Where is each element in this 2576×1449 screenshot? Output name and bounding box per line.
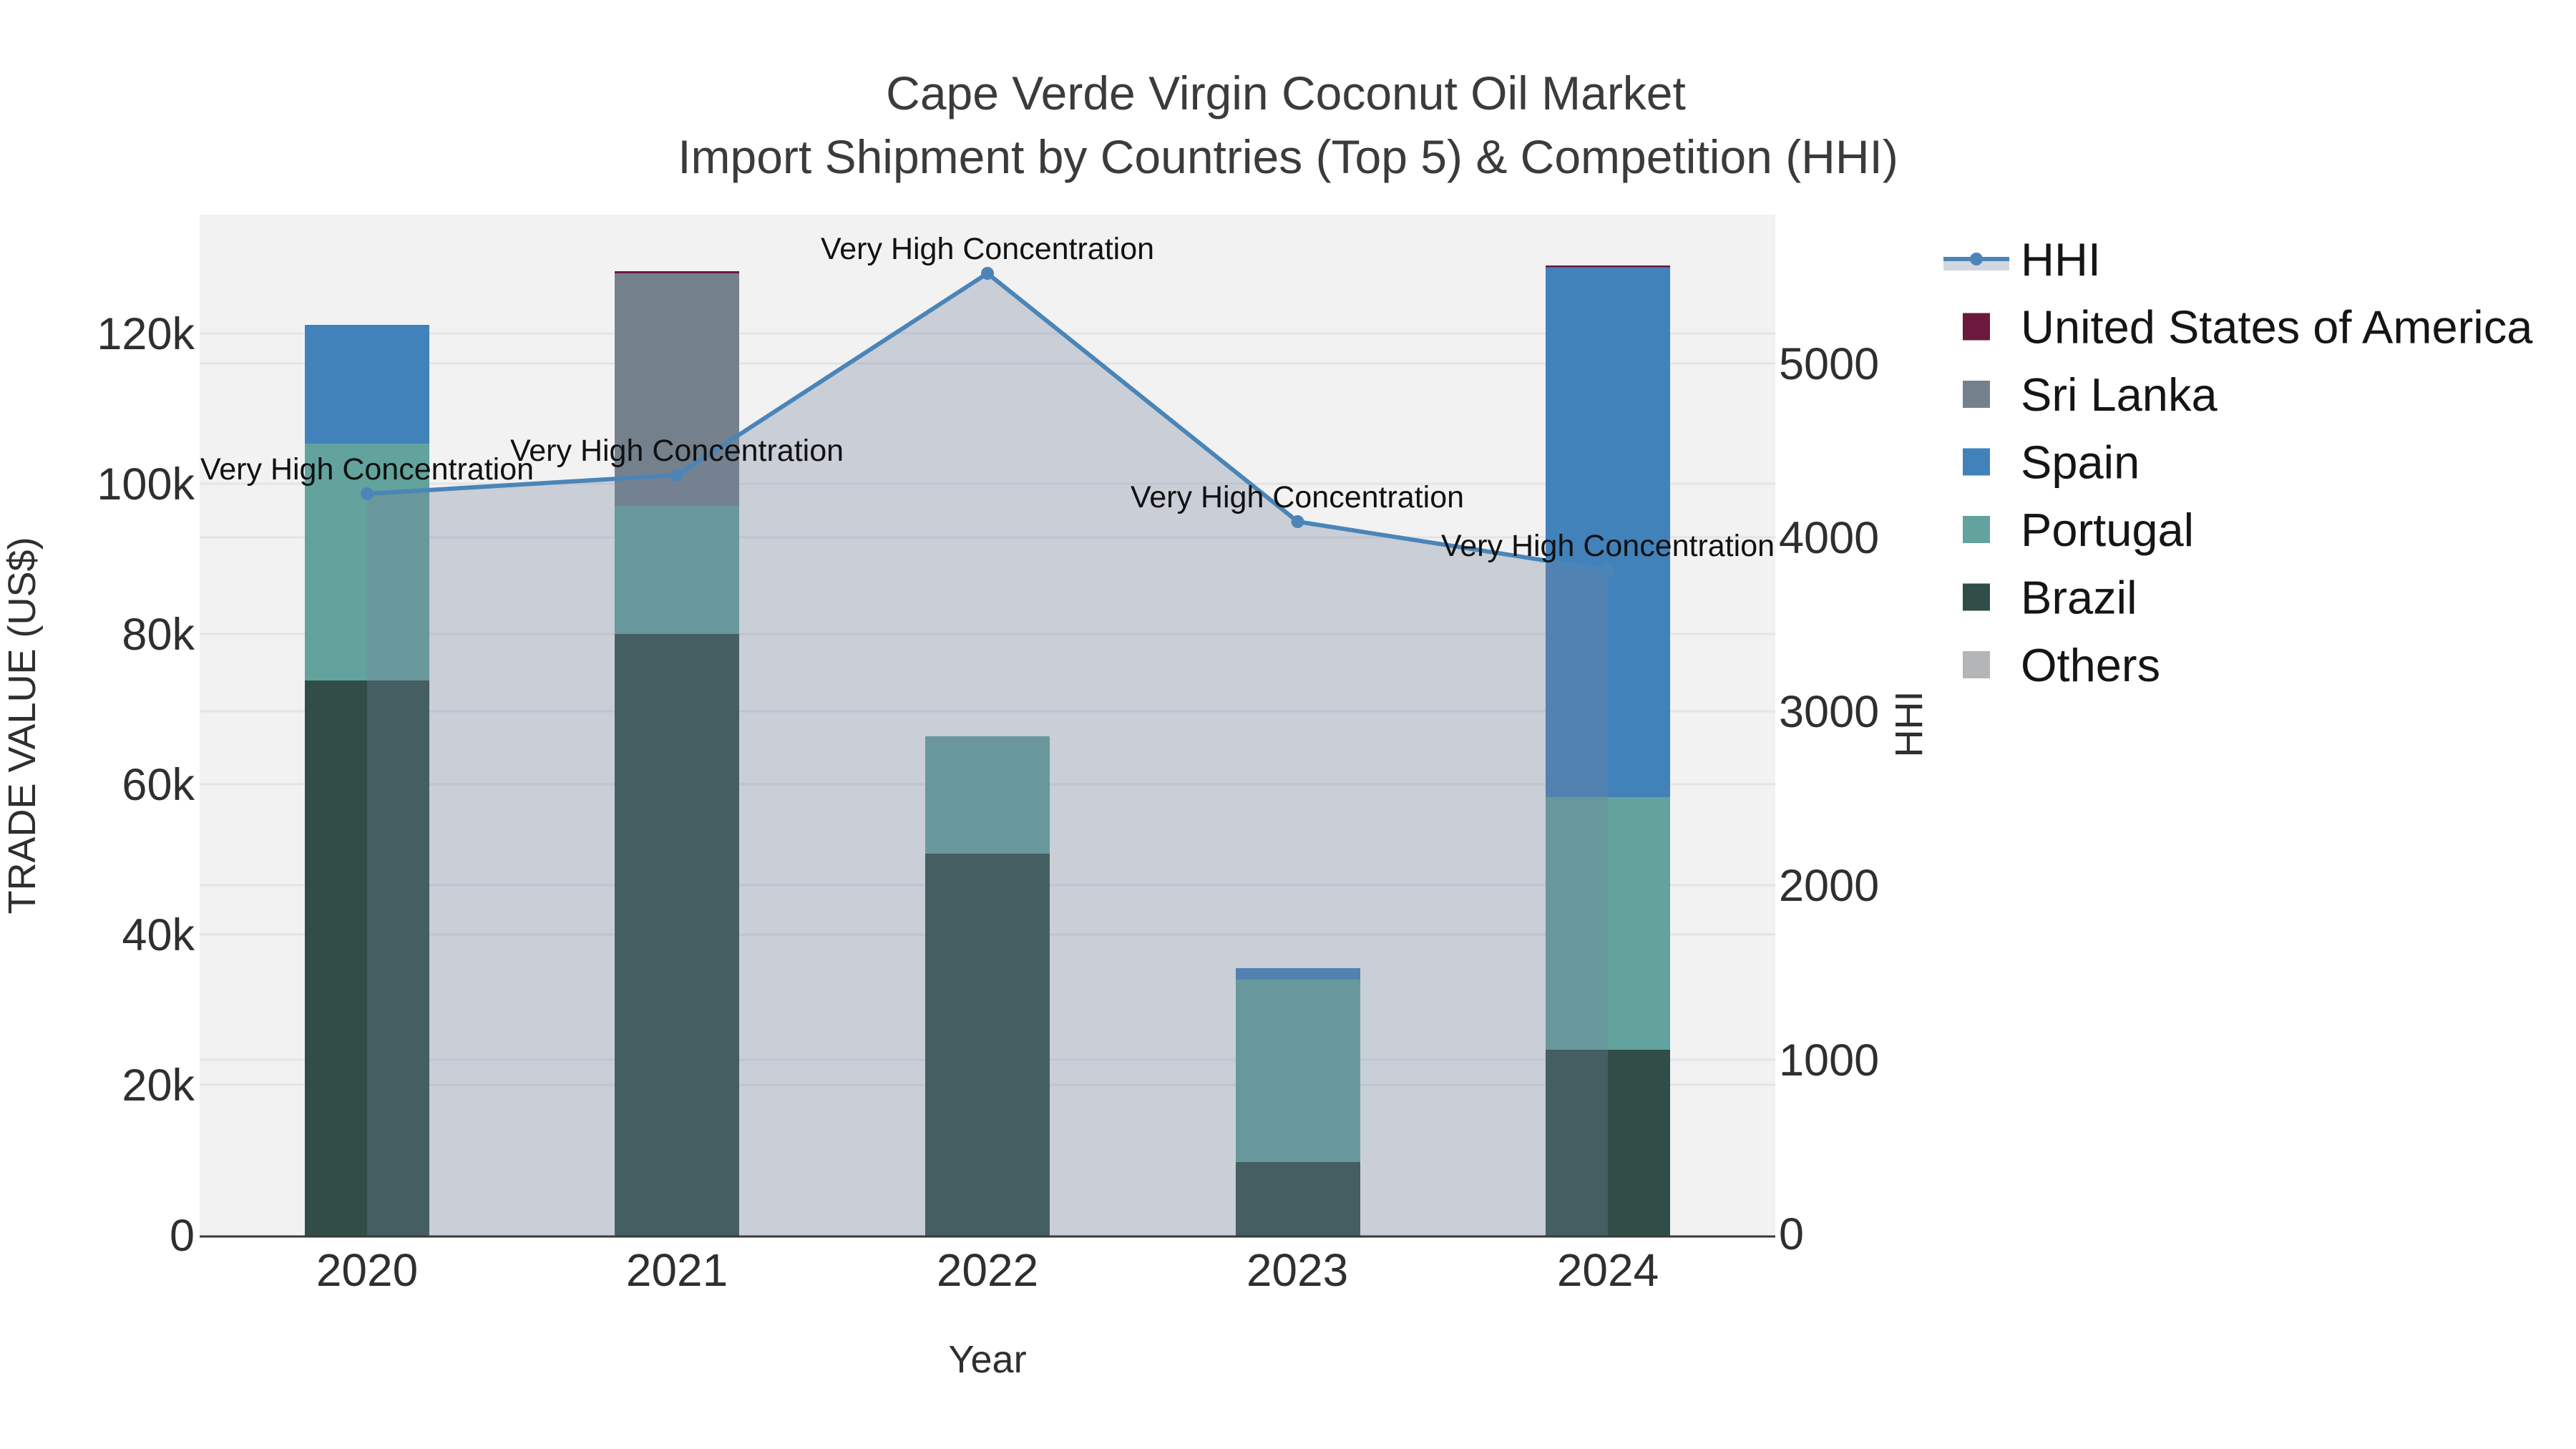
svg-text:2022: 2022 — [937, 1244, 1038, 1296]
svg-text:2000: 2000 — [1779, 861, 1879, 911]
svg-text:2021: 2021 — [626, 1244, 728, 1296]
svg-text:HHI: HHI — [2021, 233, 2101, 286]
svg-text:United States of America: United States of America — [2021, 301, 2533, 353]
svg-text:40k: 40k — [122, 910, 195, 960]
svg-text:2020: 2020 — [316, 1244, 418, 1296]
svg-text:60k: 60k — [122, 760, 195, 810]
svg-text:Very High Concentration: Very High Concentration — [200, 452, 534, 487]
svg-text:Very High Concentration: Very High Concentration — [1441, 529, 1775, 563]
svg-text:Cape Verde Virgin Coconut Oil: Cape Verde Virgin Coconut Oil Market — [886, 67, 1686, 119]
svg-text:Sri Lanka: Sri Lanka — [2021, 369, 2218, 421]
svg-text:1000: 1000 — [1779, 1035, 1879, 1085]
svg-text:80k: 80k — [122, 610, 195, 660]
svg-text:100k: 100k — [97, 459, 195, 509]
svg-text:2024: 2024 — [1557, 1244, 1659, 1296]
svg-text:Portugal: Portugal — [2021, 504, 2194, 556]
svg-text:3000: 3000 — [1779, 687, 1879, 737]
svg-text:5000: 5000 — [1779, 339, 1879, 389]
svg-text:Brazil: Brazil — [2021, 572, 2137, 624]
svg-text:0: 0 — [1779, 1209, 1804, 1259]
svg-text:2023: 2023 — [1246, 1244, 1348, 1296]
svg-text:Import Shipment by Countries (: Import Shipment by Countries (Top 5) & C… — [678, 130, 1898, 183]
svg-text:TRADE VALUE (US$): TRADE VALUE (US$) — [1, 537, 44, 914]
svg-text:Very High Concentration: Very High Concentration — [510, 434, 844, 468]
svg-text:Very High Concentration: Very High Concentration — [1131, 480, 1464, 514]
svg-text:HHI: HHI — [1888, 691, 1931, 758]
svg-text:120k: 120k — [97, 309, 195, 359]
svg-text:Others: Others — [2021, 639, 2160, 691]
svg-text:0: 0 — [170, 1211, 195, 1261]
svg-text:20k: 20k — [122, 1060, 195, 1111]
svg-text:Very High Concentration: Very High Concentration — [821, 232, 1154, 266]
svg-text:Spain: Spain — [2021, 436, 2140, 489]
svg-text:4000: 4000 — [1779, 513, 1879, 563]
svg-text:Year: Year — [948, 1338, 1026, 1381]
